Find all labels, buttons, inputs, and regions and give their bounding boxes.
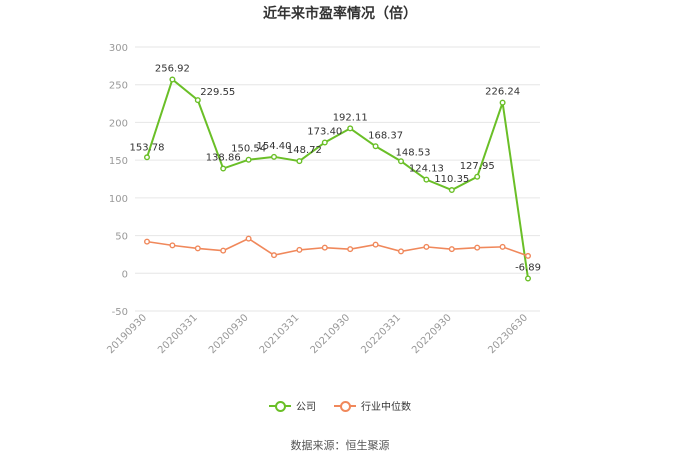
data-label: 148.53	[396, 147, 431, 158]
data-label: 192.11	[333, 112, 368, 123]
x-tick-label: 20190930	[105, 312, 149, 356]
data-point-company[interactable]	[296, 158, 303, 165]
legend-label-industry: 行业中位数	[361, 402, 411, 413]
data-point-industry[interactable]	[525, 252, 532, 259]
data-point-industry[interactable]	[448, 246, 455, 253]
data-label: 148.72	[287, 145, 322, 156]
y-tick-label: 200	[109, 118, 128, 129]
y-tick-label: 50	[115, 232, 128, 243]
data-point-industry[interactable]	[372, 241, 379, 248]
data-point-company[interactable]	[245, 156, 252, 163]
data-point-industry[interactable]	[220, 247, 227, 254]
data-point-company[interactable]	[347, 125, 354, 132]
data-point-company[interactable]	[474, 173, 481, 180]
data-point-company[interactable]	[525, 275, 532, 282]
data-point-industry[interactable]	[271, 252, 278, 259]
x-axis-ticks: 20190930 20200331 20200930 20210331 20210930…	[105, 312, 530, 356]
data-label: 173.40	[307, 126, 342, 137]
data-label: 153.78	[130, 142, 165, 153]
x-tick-label: 20200331	[156, 312, 200, 356]
x-tick-label: 20200930	[207, 312, 251, 356]
data-point-company[interactable]	[143, 154, 150, 161]
legend: 公司 行业中位数	[0, 398, 680, 413]
data-label: 138.86	[206, 153, 241, 164]
grid-lines	[135, 46, 540, 312]
y-tick-label: 250	[109, 81, 128, 92]
y-tick-label: 150	[109, 156, 128, 167]
data-label: 150.54	[231, 144, 266, 155]
data-point-industry[interactable]	[398, 248, 405, 255]
y-tick-label: -50	[112, 307, 128, 318]
x-tick-label: 20210331	[258, 312, 302, 356]
data-point-company[interactable]	[271, 153, 278, 160]
data-point-industry[interactable]	[194, 245, 201, 252]
series-line-company	[146, 77, 529, 279]
legend-swatch-industry	[334, 400, 356, 412]
data-point-industry[interactable]	[423, 243, 430, 250]
data-point-company[interactable]	[499, 99, 506, 106]
y-tick-label: 300	[109, 43, 128, 54]
data-label: 229.55	[200, 87, 235, 98]
data-point-company[interactable]	[220, 165, 227, 172]
data-point-company[interactable]	[398, 158, 405, 165]
data-labels: 153.78256.92229.55138.86150.54154.40148.…	[130, 63, 541, 273]
data-point-industry[interactable]	[347, 246, 354, 253]
data-point-industry[interactable]	[321, 244, 328, 251]
data-point-industry[interactable]	[143, 238, 150, 245]
data-label: 124.13	[409, 164, 444, 175]
data-source: 数据来源：恒生聚源	[290, 439, 390, 452]
data-point-industry[interactable]	[169, 242, 176, 249]
data-point-company[interactable]	[194, 97, 201, 104]
data-point-company[interactable]	[321, 139, 328, 146]
data-point-industry[interactable]	[296, 246, 303, 253]
data-point-industry[interactable]	[474, 244, 481, 251]
data-point-industry[interactable]	[245, 235, 252, 242]
data-point-company[interactable]	[169, 76, 176, 83]
x-tick-label: 20220930	[410, 312, 454, 356]
data-label: 226.24	[485, 87, 520, 98]
x-tick-label: 20210930	[309, 312, 353, 356]
chart-title: 近年来市盈率情况（倍）	[263, 6, 417, 22]
data-label: -6.89	[515, 262, 541, 273]
legend-label-company: 公司	[296, 402, 316, 413]
data-label: 256.92	[155, 63, 190, 74]
data-label: 127.95	[460, 161, 495, 172]
series-lines	[143, 76, 532, 282]
x-tick-label: 20230630	[486, 312, 530, 356]
legend-item-company[interactable]: 公司	[269, 398, 316, 413]
data-point-company[interactable]	[448, 187, 455, 194]
legend-item-industry[interactable]: 行业中位数	[334, 398, 411, 413]
legend-swatch-company	[269, 400, 291, 412]
y-axis-ticks: -50 0 50 100 150 200 250 300	[109, 43, 128, 318]
y-tick-label: 0	[122, 269, 128, 280]
x-tick-label: 20220331	[359, 312, 403, 356]
data-point-company[interactable]	[372, 143, 379, 150]
series-line-industry	[146, 237, 529, 257]
data-point-company[interactable]	[423, 176, 430, 183]
y-tick-label: 100	[109, 194, 128, 205]
data-label: 110.35	[434, 174, 469, 185]
data-point-industry[interactable]	[499, 243, 506, 250]
data-label: 168.37	[368, 130, 403, 141]
data-label: 154.40	[257, 141, 292, 152]
